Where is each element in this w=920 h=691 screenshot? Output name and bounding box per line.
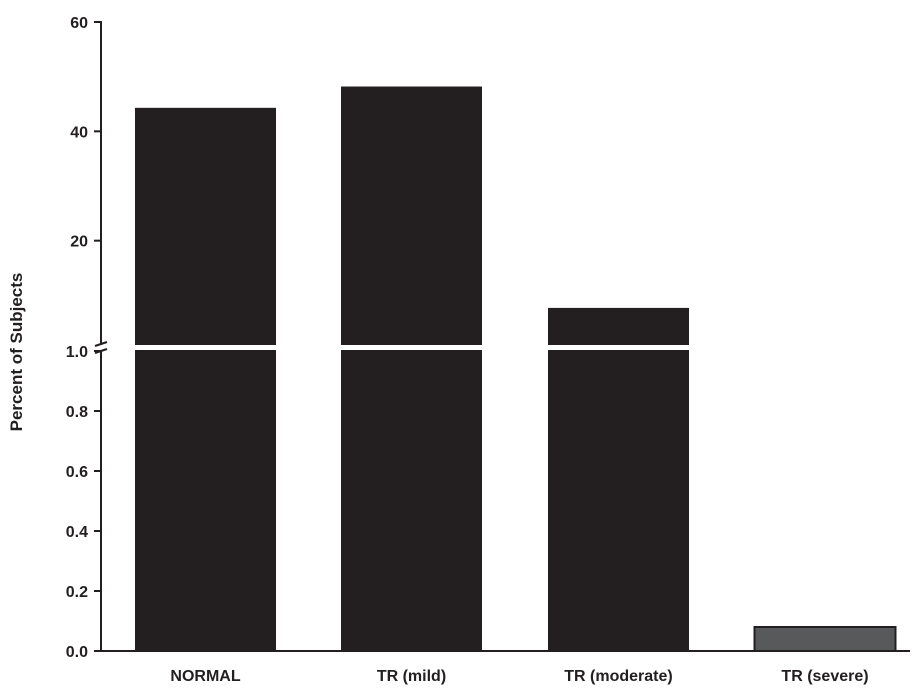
x-tick-label: TR (severe) — [781, 668, 868, 685]
x-tick-labels-layer: NORMAL TR (mild) TR (moderate) TR (severe) — [170, 668, 868, 685]
break-mark-upper — [94, 341, 108, 347]
bar-2-upper — [548, 307, 689, 345]
bars-layer — [135, 86, 897, 652]
y-tick-label: 1.0 — [66, 344, 88, 361]
y-tick-label: 40 — [70, 124, 88, 141]
bar-2-lower — [548, 350, 689, 651]
x-tick-label: TR (moderate) — [564, 668, 672, 685]
bar-3 — [753, 626, 897, 652]
x-tick-label: NORMAL — [170, 668, 240, 685]
bar-0-lower — [135, 350, 276, 651]
y-tick-label: 60 — [70, 15, 88, 32]
bar-1-upper — [341, 86, 482, 346]
bar-0-upper — [135, 107, 276, 346]
y-tick-label: 0.6 — [66, 464, 88, 481]
y-tick-label: 0.4 — [66, 524, 88, 541]
y-axis-label: Percent of Subjects — [7, 273, 26, 432]
y-tick-label: 0.8 — [66, 404, 88, 421]
x-tick-label: TR (mild) — [377, 668, 446, 685]
bar-1-lower — [341, 350, 482, 651]
y-tick-label: 20 — [70, 234, 88, 251]
y-tick-label: 0.2 — [66, 584, 88, 601]
ticks-layer: 0.0 0.2 0.4 0.6 0.8 1.0 20 40 60 — [66, 15, 101, 661]
y-tick-label: 0.0 — [66, 644, 88, 661]
